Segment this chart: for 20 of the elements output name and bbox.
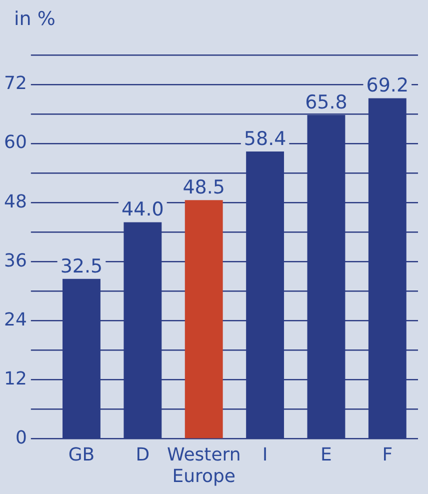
x-tick-label: F — [382, 444, 393, 466]
x-tick-label: GB — [68, 444, 95, 466]
data-label: 58.4 — [244, 128, 286, 150]
data-label: 48.5 — [182, 176, 226, 199]
x-tick-label: D — [136, 444, 150, 466]
y-tick-label: 24 — [4, 309, 27, 330]
y-tick-label: 60 — [4, 132, 27, 154]
y-axis-title: in % — [14, 8, 56, 30]
data-label: 69.2 — [366, 74, 409, 97]
data-label: 44.0 — [122, 198, 164, 221]
y-tick-label: 48 — [4, 191, 27, 212]
x-tick-label: I — [262, 444, 268, 466]
data-label: 65.8 — [305, 91, 348, 114]
y-tick-label: 0 — [15, 427, 27, 448]
x-tick-label: E — [320, 444, 332, 466]
data-label: 32.5 — [60, 255, 103, 278]
y-tick-label: 12 — [4, 368, 27, 390]
x-tick-label: Western Europe — [166, 444, 241, 487]
y-tick-label: 72 — [4, 73, 27, 94]
y-tick-label: 36 — [4, 250, 27, 272]
